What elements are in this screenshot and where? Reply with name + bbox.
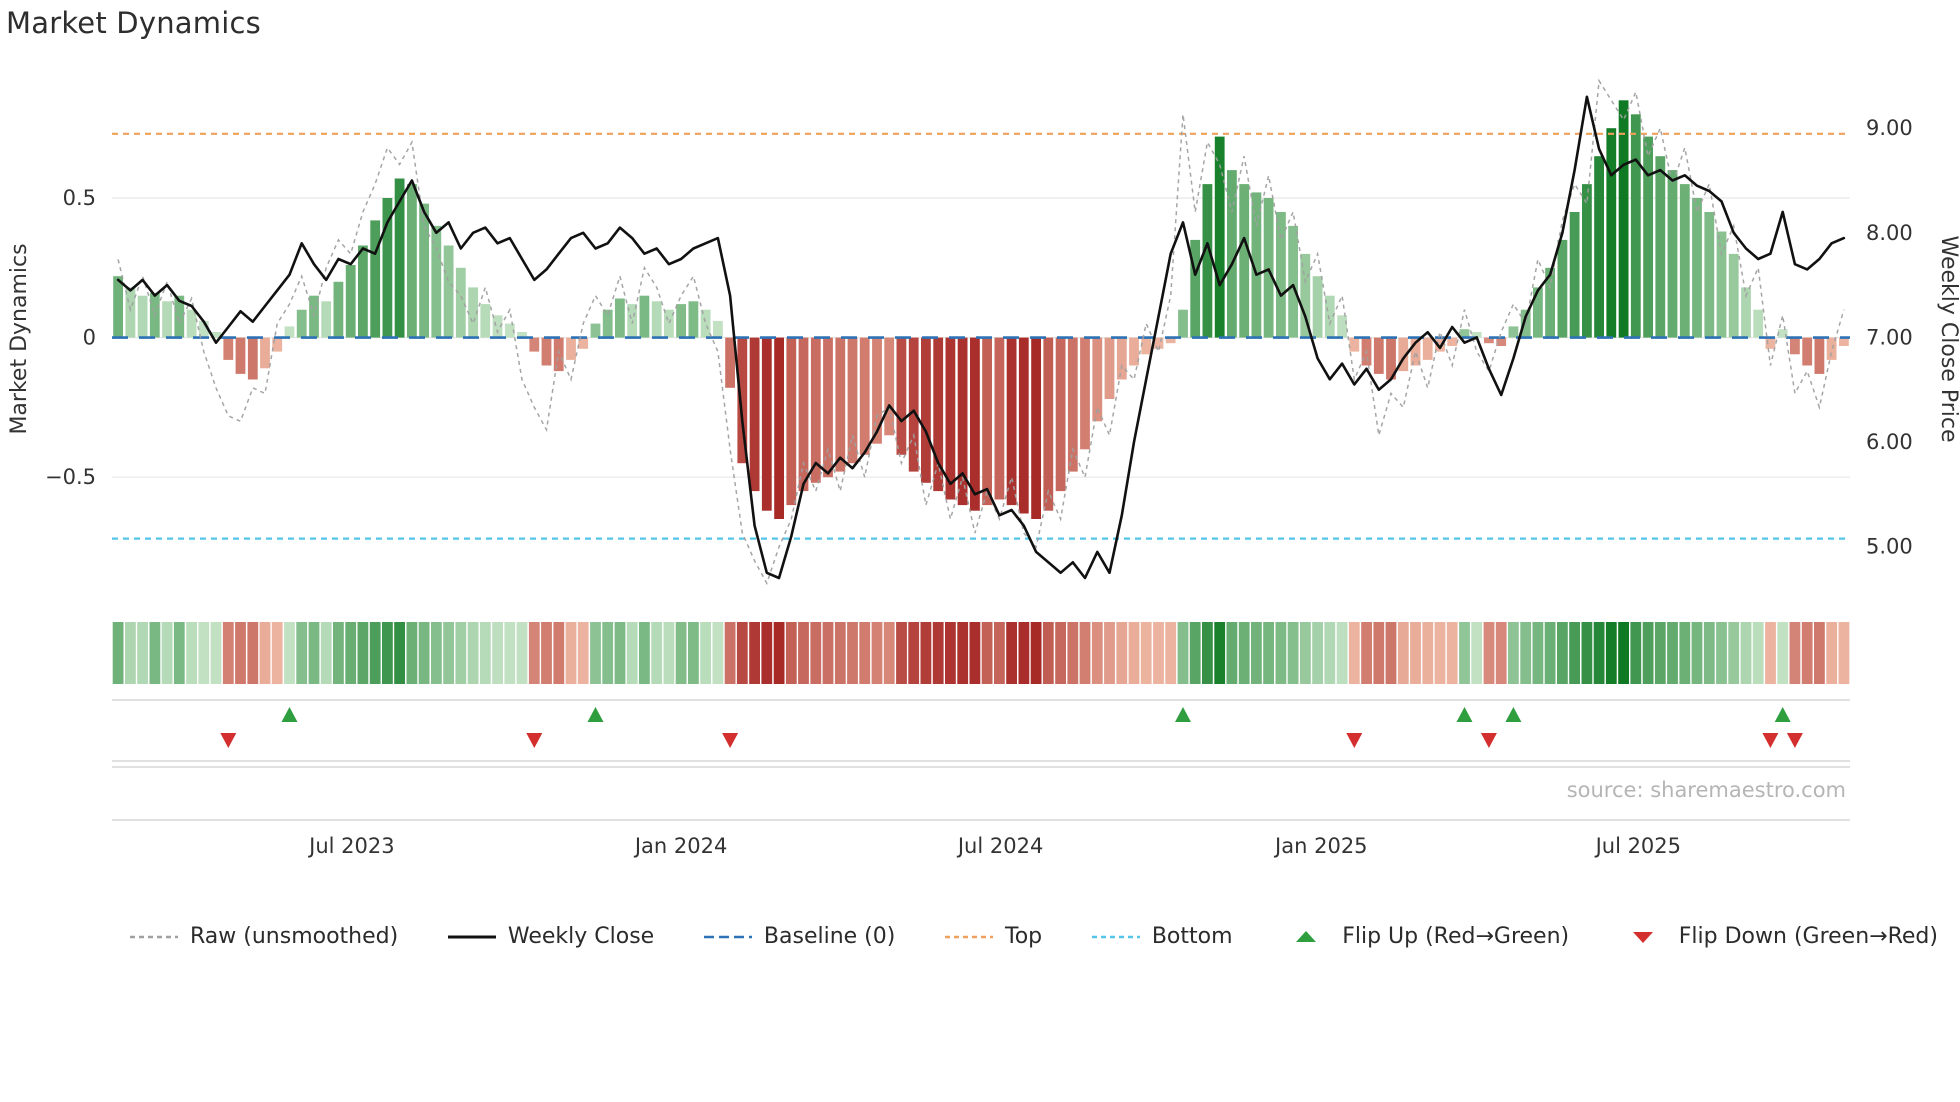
svg-text:0.5: 0.5	[63, 186, 96, 210]
right-axis-label: Weekly Close Price	[1936, 236, 1960, 443]
chart-legend: Raw (unsmoothed) Weekly Close Baseline (0)…	[128, 924, 1938, 949]
legend-swatch-flip-down	[1632, 931, 1653, 943]
legend-item-top: Top	[943, 924, 1042, 949]
legend-label-weekly-close: Weekly Close	[507, 924, 655, 949]
legend-item-baseline: Baseline (0)	[702, 924, 895, 949]
svg-text:Jul 2025: Jul 2025	[1594, 834, 1681, 858]
legend-item-flip-up: Flip Up (Red→Green)	[1280, 924, 1569, 949]
svg-text:7.00: 7.00	[1866, 325, 1913, 349]
flip-down-markers	[220, 733, 1803, 748]
legend-label-raw: Raw (unsmoothed)	[190, 924, 399, 949]
legend-label-bottom: Bottom	[1151, 924, 1233, 949]
flip-up-markers	[281, 707, 1791, 722]
legend-swatch-top	[945, 935, 994, 938]
svg-text:Jul 2023: Jul 2023	[307, 834, 394, 858]
weekly-close-line	[116, 95, 1846, 580]
legend-swatch-baseline	[703, 935, 752, 938]
left-axis-ticks: 0.5 0 −0.5	[45, 186, 96, 489]
legend-swatch-raw	[130, 935, 178, 938]
legend-swatch-bottom	[1091, 935, 1140, 938]
svg-text:Jul 2024: Jul 2024	[956, 834, 1043, 858]
legend-item-raw: Raw (unsmoothed)	[128, 924, 398, 949]
panel-borders	[112, 699, 1850, 821]
legend-swatch-weekly-close	[447, 935, 496, 938]
legend-label-flip-up: Flip Up (Red→Green)	[1342, 924, 1570, 949]
left-axis-label: Market Dynamics	[7, 243, 32, 434]
svg-text:9.00: 9.00	[1866, 116, 1913, 140]
legend-label-baseline: Baseline (0)	[763, 924, 896, 949]
oscillator-bars	[113, 100, 1849, 519]
svg-text:0: 0	[83, 326, 96, 350]
chart-title: Market Dynamics	[6, 6, 261, 40]
right-axis-ticks: 9.00 8.00 7.00 6.00 5.00	[1866, 116, 1913, 558]
market-dynamics-chart: 0.5 0 −0.5 9.00 8.00 7.00 6.00 5.00 Market Dynam…	[7, 78, 1960, 858]
svg-text:8.00: 8.00	[1866, 221, 1913, 245]
svg-text:−0.5: −0.5	[45, 465, 96, 489]
legend-label-flip-down: Flip Down (Green→Red)	[1678, 924, 1938, 949]
source-text: source: sharemaestro.com	[1567, 778, 1846, 802]
legend-item-flip-down: Flip Down (Green→Red)	[1617, 924, 1938, 949]
svg-text:5.00: 5.00	[1866, 535, 1913, 559]
svg-text:6.00: 6.00	[1866, 430, 1913, 454]
legend-item-weekly-close: Weekly Close	[446, 924, 654, 949]
svg-text:Jan 2024: Jan 2024	[633, 834, 728, 858]
svg-text:Jan 2025: Jan 2025	[1273, 834, 1368, 858]
x-axis-ticks: Jul 2023 Jan 2024 Jul 2024 Jan 2025 Jul 2025	[307, 834, 1681, 858]
legend-label-top: Top	[1005, 924, 1043, 949]
legend-item-bottom: Bottom	[1090, 924, 1233, 949]
heatmap-strip	[112, 622, 1850, 684]
legend-swatch-flip-up	[1296, 930, 1317, 942]
